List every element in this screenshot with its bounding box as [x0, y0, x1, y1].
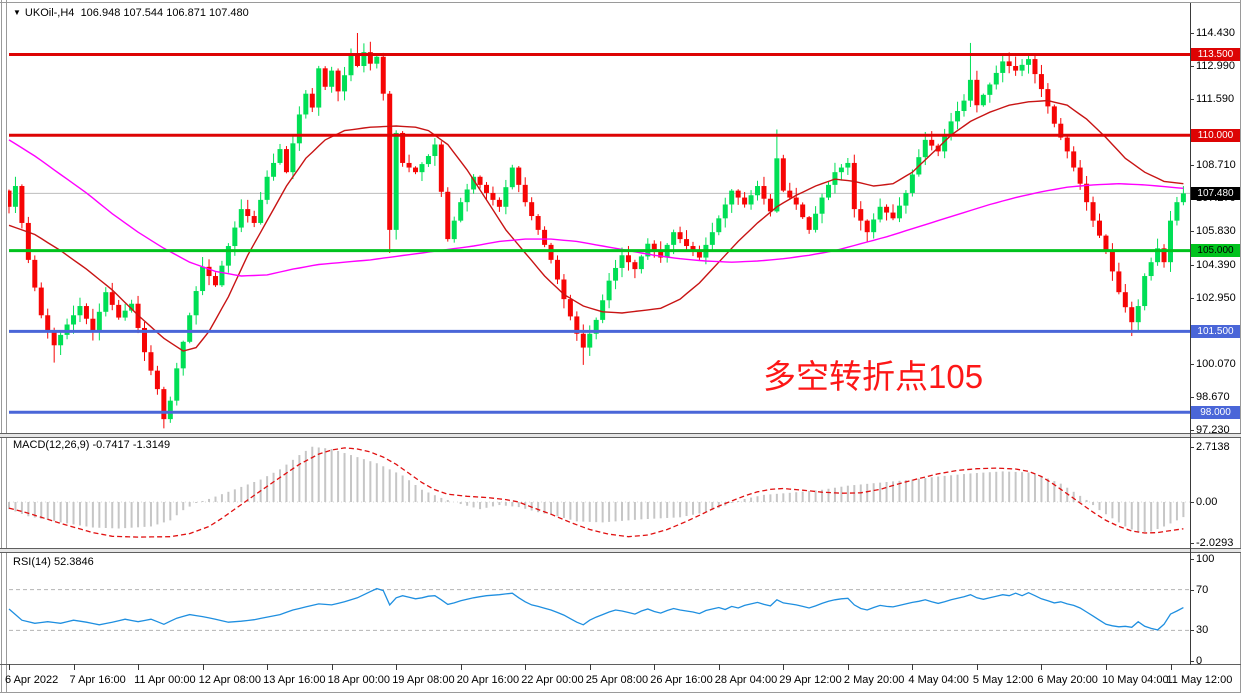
price-level-badge: 110.000 [1191, 128, 1240, 142]
axis-tick-label: 2.7138 [1196, 440, 1230, 453]
time-tick-mark [73, 664, 75, 670]
time-tick-mark [267, 664, 269, 670]
symbol-period-label: UKOil-,H4 [24, 7, 75, 19]
time-tick-label: 4 May 04:00 [908, 674, 969, 686]
axis-tick-label: 114.430 [1196, 27, 1235, 39]
time-tick-mark [589, 664, 591, 670]
axis-tick-mark [1190, 446, 1194, 448]
axis-tick-label: 0.00 [1196, 496, 1218, 508]
time-tick-label: 28 Apr 04:00 [714, 674, 778, 686]
time-tick-mark [460, 664, 462, 670]
axis-tick-label: 108.710 [1196, 159, 1236, 172]
time-tick-mark [976, 664, 978, 670]
axis-tick-label: 100.070 [1196, 358, 1236, 371]
time-tick-label: 29 Apr 12:00 [779, 674, 842, 686]
price-axis-border [1190, 3, 1191, 665]
time-tick-label: 20 Apr 16:00 [456, 674, 520, 686]
axis-tick-label: 100 [1196, 553, 1215, 565]
time-tick-mark [396, 664, 398, 670]
axis-tick-mark [1190, 66, 1194, 68]
annotation-text[interactable]: 多空转折点105 [763, 358, 984, 395]
axis-tick-mark [1190, 264, 1194, 266]
chart-title: ▼ UKOil-,H4 106.948 107.544 106.871 107.4… [13, 7, 249, 19]
time-tick-label: 7 Apr 16:00 [69, 674, 126, 686]
frame-left-inner [6, 0, 7, 693]
panel-separator-rsi[interactable] [0, 548, 1241, 553]
time-tick-mark [783, 664, 785, 670]
axis-tick-mark [1190, 396, 1194, 398]
time-tick-mark [1041, 664, 1043, 670]
axis-tick-mark [1190, 559, 1194, 560]
time-tick-mark [331, 664, 333, 670]
time-tick-mark [525, 664, 527, 670]
time-tick-label: 25 Apr 08:00 [585, 674, 649, 686]
time-tick-label: 22 Apr 00:00 [521, 674, 584, 686]
price-level-badge: 98.000 [1191, 405, 1240, 419]
axis-tick-label: 30 [1196, 624, 1209, 637]
axis-tick-label: 97.230 [1196, 423, 1230, 436]
frame-top [0, 2, 1241, 3]
ohlc-values: 106.948 107.544 106.871 107.480 [80, 7, 249, 19]
dropdown-triangle-icon[interactable]: ▼ [13, 8, 21, 17]
time-tick-mark [202, 664, 204, 670]
axis-tick-mark [1190, 231, 1194, 233]
time-tick-label: 5 May 12:00 [972, 674, 1034, 686]
time-tick-mark [654, 664, 656, 670]
price-level-badge: 105.000 [1191, 244, 1240, 258]
time-tick-mark [847, 664, 849, 670]
axis-tick-label: 98.670 [1196, 390, 1230, 403]
price-level-badge: 113.500 [1191, 47, 1240, 61]
time-tick-mark [1170, 664, 1172, 670]
axis-tick-mark [1190, 98, 1194, 100]
price-level-badge: 101.500 [1191, 324, 1240, 338]
axis-tick-mark [1190, 364, 1194, 366]
time-tick-label: 19 Apr 08:00 [392, 674, 455, 686]
time-tick-label: 6 Apr 2022 [5, 674, 59, 686]
time-tick-label: 2 May 20:00 [843, 674, 905, 686]
time-tick-mark [9, 664, 10, 670]
axis-tick-mark [1190, 630, 1194, 632]
axis-tick-mark [1190, 33, 1194, 34]
time-tick-label: 11 May 12:00 [1166, 674, 1233, 686]
axis-tick-label: 105.830 [1196, 225, 1236, 238]
axis-tick-label: -2.0293 [1196, 537, 1234, 550]
axis-tick-mark [1190, 543, 1194, 545]
frame-left-outer [1, 0, 2, 693]
axis-tick-mark [1190, 502, 1194, 503]
axis-tick-mark [1190, 429, 1194, 431]
time-tick-label: 6 May 20:00 [1037, 674, 1098, 686]
time-axis-border [0, 664, 1241, 665]
price-level-badge: 107.480 [1191, 186, 1240, 200]
axis-tick-label: 0 [1196, 655, 1203, 667]
axis-tick-mark [1190, 297, 1194, 299]
time-tick-label: 12 Apr 08:00 [198, 674, 261, 686]
time-tick-mark [138, 664, 140, 670]
axis-tick-mark [1190, 661, 1194, 662]
axis-tick-mark [1190, 165, 1194, 167]
time-tick-label: 10 May 04:00 [1102, 674, 1169, 686]
axis-tick-label: 102.950 [1196, 291, 1236, 304]
panel-separator-macd[interactable] [0, 433, 1241, 438]
time-tick-label: 18 Apr 00:00 [327, 674, 390, 686]
time-tick-label: 13 Apr 16:00 [263, 674, 326, 686]
time-tick-mark [1106, 664, 1107, 670]
axis-tick-mark [1190, 589, 1194, 591]
time-tick-mark [912, 664, 914, 670]
axis-tick-label: 104.390 [1196, 258, 1236, 271]
axis-tick-label: 70 [1196, 583, 1209, 596]
rsi-label: RSI(14) 52.3846 [13, 556, 94, 568]
time-tick-mark [718, 664, 720, 670]
axis-tick-label: 112.990 [1196, 60, 1235, 73]
time-tick-label: 26 Apr 16:00 [650, 674, 713, 686]
macd-label: MACD(12,26,9) -0.7417 -1.3149 [13, 439, 171, 451]
axis-tick-label: 111.590 [1196, 92, 1235, 105]
time-tick-label: 11 Apr 00:00 [134, 674, 196, 686]
